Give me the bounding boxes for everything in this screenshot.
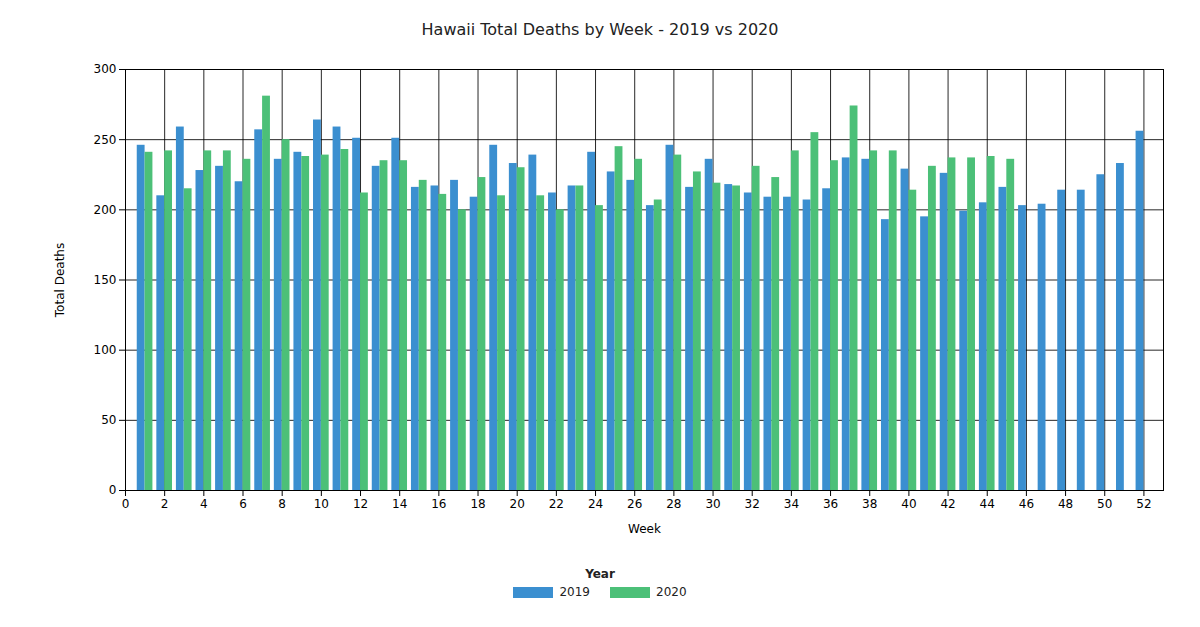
svg-text:Week: Week bbox=[628, 522, 661, 536]
svg-text:6: 6 bbox=[239, 497, 247, 511]
html-text:Hawaii Total Deaths by Week -: Hawaii Total Deaths by Week - 2019 vs 20… bbox=[421, 20, 779, 39]
html-text:2019: 2019 bbox=[559, 585, 590, 599]
svg-text:8: 8 bbox=[278, 497, 286, 511]
svg-text:200: 200 bbox=[94, 203, 117, 217]
svg-text:250: 250 bbox=[94, 133, 117, 147]
svg-text:16: 16 bbox=[431, 497, 446, 511]
svg-text:52: 52 bbox=[1136, 497, 1151, 511]
svg-text:50: 50 bbox=[1097, 497, 1112, 511]
svg-text:46: 46 bbox=[1019, 497, 1034, 511]
svg-text:28: 28 bbox=[666, 497, 681, 511]
svg-text:40: 40 bbox=[901, 497, 916, 511]
svg-text:22: 22 bbox=[549, 497, 564, 511]
svg-text:14: 14 bbox=[392, 497, 407, 511]
svg-text:18: 18 bbox=[470, 497, 485, 511]
svg-text:32: 32 bbox=[745, 497, 760, 511]
svg-text:Total Deaths: Total Deaths bbox=[53, 243, 67, 318]
svg-text:48: 48 bbox=[1058, 497, 1073, 511]
html-text:Year: Year bbox=[585, 567, 615, 581]
svg-text:44: 44 bbox=[980, 497, 995, 511]
svg-text:4: 4 bbox=[200, 497, 208, 511]
svg-text:36: 36 bbox=[823, 497, 838, 511]
svg-text:30: 30 bbox=[705, 497, 720, 511]
svg-text:100: 100 bbox=[94, 343, 117, 357]
svg-text:20: 20 bbox=[510, 497, 525, 511]
svg-text:50: 50 bbox=[101, 413, 116, 427]
svg-text:2: 2 bbox=[161, 497, 169, 511]
svg-text:300: 300 bbox=[94, 62, 117, 76]
svg-text:10: 10 bbox=[314, 497, 329, 511]
svg-text:38: 38 bbox=[862, 497, 877, 511]
svg-text:12: 12 bbox=[353, 497, 368, 511]
svg-text:0: 0 bbox=[122, 497, 130, 511]
html-text:2020: 2020 bbox=[656, 585, 687, 599]
svg-text:34: 34 bbox=[784, 497, 799, 511]
svg-text:24: 24 bbox=[588, 497, 603, 511]
svg-text:26: 26 bbox=[627, 497, 642, 511]
svg-text:0: 0 bbox=[109, 483, 117, 497]
svg-text:42: 42 bbox=[940, 497, 955, 511]
svg-text:150: 150 bbox=[94, 273, 117, 287]
